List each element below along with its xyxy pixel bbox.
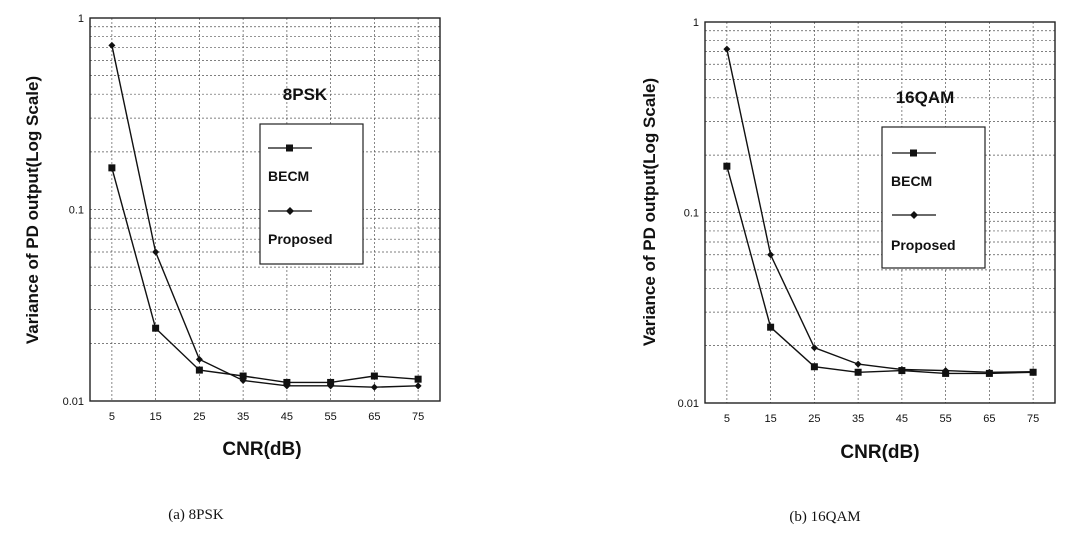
legend-marker-proposed <box>286 207 294 215</box>
series-line-proposed <box>111 45 419 388</box>
x-tick-label: 55 <box>325 411 337 423</box>
series-group <box>108 41 422 391</box>
data-point-proposed <box>108 41 116 49</box>
data-point-becm <box>195 366 203 374</box>
legend-marker-becm <box>286 144 293 152</box>
plot-frame <box>89 17 441 402</box>
y-tick-label: 1 <box>693 17 699 29</box>
series-line-proposed <box>726 49 1034 374</box>
x-tick-label: 25 <box>193 411 205 423</box>
x-tick-label: 25 <box>808 413 820 425</box>
x-tick-labels: 5 15 25 35 45 55 65 75 <box>109 411 424 423</box>
x-tick-label: 45 <box>281 411 293 423</box>
y-tick-label: 0.01 <box>678 398 699 410</box>
x-tick-labels: 5 15 25 35 45 55 65 75 <box>724 413 1039 425</box>
legend-label-proposed: Proposed <box>891 237 956 253</box>
chart-title: 16QAM <box>896 88 955 107</box>
x-tick-label: 55 <box>940 413 952 425</box>
data-point-becm <box>152 324 160 332</box>
data-point-proposed <box>767 251 775 259</box>
chart-title: 8PSK <box>283 85 328 104</box>
data-point-proposed <box>370 383 378 391</box>
x-tick-label: 35 <box>237 411 249 423</box>
x-tick-label: 5 <box>109 411 115 423</box>
data-point-proposed <box>985 368 993 376</box>
legend-label-becm: BECM <box>891 173 932 189</box>
x-tick-label: 65 <box>368 411 380 423</box>
data-point-becm <box>239 372 247 380</box>
chart-16qam: 5 15 25 35 45 55 65 75 1 0.1 0.01 16QAM CNR(dB) V… <box>640 17 1056 525</box>
x-tick-label: 75 <box>1027 413 1039 425</box>
series-line-becm <box>726 166 1034 375</box>
data-point-proposed <box>854 360 862 368</box>
data-point-proposed <box>810 344 818 352</box>
data-point-becm <box>723 162 731 170</box>
y-axis-label: Variance of PD output(Log Scale) <box>23 76 42 344</box>
series-line-becm <box>111 167 419 384</box>
data-point-becm <box>370 372 378 380</box>
legend-marker-proposed <box>910 211 918 219</box>
caption: (b) 16QAM <box>789 509 860 525</box>
y-tick-label: 0.1 <box>69 205 84 217</box>
x-tick-label: 5 <box>724 413 730 425</box>
x-axis-label: CNR(dB) <box>840 442 919 463</box>
chart-8psk: 5 15 25 35 45 55 65 75 1 0.1 0.01 8PSK CNR(dB) Va… <box>23 13 441 523</box>
data-point-proposed <box>942 367 950 375</box>
data-point-proposed <box>414 382 422 390</box>
data-point-proposed <box>152 248 160 256</box>
y-axis-label: Variance of PD output(Log Scale) <box>640 78 659 346</box>
legend-box <box>881 126 986 269</box>
plot-frame <box>704 21 1056 404</box>
data-point-proposed <box>327 382 335 390</box>
x-tick-label: 15 <box>765 413 777 425</box>
data-point-becm <box>414 375 422 383</box>
y-tick-labels: 1 0.1 0.01 <box>678 17 699 410</box>
series-group <box>723 45 1037 377</box>
grid <box>705 22 1055 403</box>
data-point-proposed <box>283 382 291 390</box>
y-tick-label: 0.1 <box>684 208 699 220</box>
y-tick-label: 1 <box>78 13 84 25</box>
legend-marker-becm <box>910 149 917 157</box>
x-tick-label: 65 <box>983 413 995 425</box>
data-point-becm <box>810 363 818 371</box>
x-tick-label: 15 <box>150 411 162 423</box>
data-point-proposed <box>898 365 906 373</box>
data-point-proposed <box>1029 368 1037 376</box>
x-tick-label: 75 <box>412 411 424 423</box>
x-axis-label: CNR(dB) <box>222 439 301 460</box>
data-point-becm <box>854 368 862 376</box>
legend-label-becm: BECM <box>268 168 309 184</box>
legend-label-proposed: Proposed <box>268 231 333 247</box>
data-point-proposed <box>239 376 247 384</box>
caption: (a) 8PSK <box>168 507 224 523</box>
x-tick-label: 45 <box>896 413 908 425</box>
legend: BECM Proposed <box>881 126 986 269</box>
data-point-proposed <box>723 45 731 53</box>
legend-box <box>259 123 364 265</box>
data-point-becm <box>108 164 116 172</box>
y-tick-labels: 1 0.1 0.01 <box>63 13 84 408</box>
data-point-proposed <box>195 355 203 363</box>
y-tick-label: 0.01 <box>63 396 84 408</box>
legend: BECM Proposed <box>259 123 364 265</box>
x-tick-label: 35 <box>852 413 864 425</box>
data-point-becm <box>767 323 775 331</box>
